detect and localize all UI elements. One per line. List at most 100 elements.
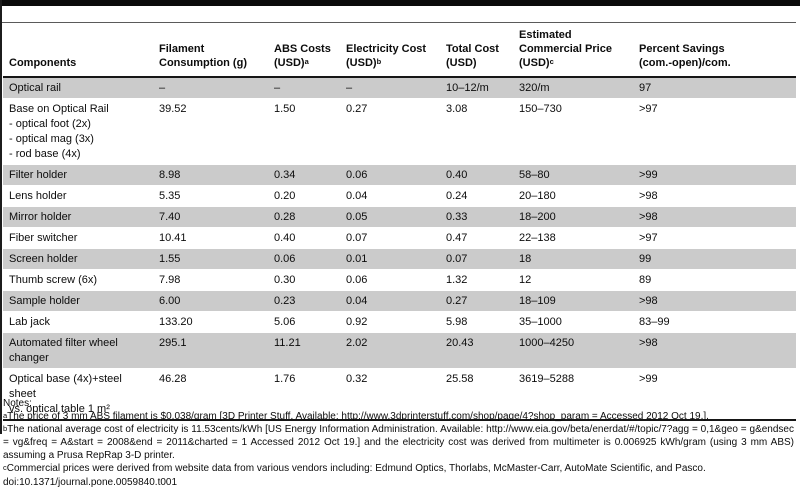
electricity-cell: 0.27 (346, 103, 368, 115)
electricity-cell: 0.92 (346, 316, 368, 328)
component-cell: Thumb screw (6x) (9, 274, 98, 286)
filament-cell: 133.20 (159, 316, 193, 328)
savings-cell: >98 (639, 190, 658, 202)
electricity-cell: – (346, 82, 353, 94)
table-row: Lens holder 5.35 0.20 0.04 0.24 20–180 >98 (3, 185, 796, 207)
filament-cell: 1.55 (159, 253, 181, 265)
total-cost-cell: 1.32 (446, 274, 468, 286)
filament-cell: 7.40 (159, 211, 181, 223)
filament-cell: 10.41 (159, 232, 187, 244)
component-cell: Lab jack (9, 316, 50, 328)
header-line: Filament (159, 43, 205, 55)
header-line: Components (9, 57, 77, 69)
total-cost-cell: 0.24 (446, 190, 468, 202)
component-cell: Screen holder (9, 253, 78, 265)
total-cost-cell: 0.40 (446, 169, 468, 181)
electricity-cell: 2.02 (346, 337, 368, 349)
footnote-b: bThe national average cost of electricit… (3, 423, 794, 462)
total-cost-cell: 0.07 (446, 253, 468, 265)
table-row: Sample holder 6.00 0.23 0.04 0.27 18–109 >98 (3, 290, 796, 312)
table-footnotes: Notes: aThe price of 3 mm ABS filament i… (3, 397, 794, 489)
savings-cell: 89 (639, 274, 652, 286)
total-cost-cell: 10–12/m (446, 82, 489, 94)
col-header-components: Components (3, 26, 153, 78)
savings-cell: 83–99 (639, 316, 670, 328)
table-row: Lab jack 133.20 5.06 0.92 5.98 35–1000 83–99 (3, 311, 796, 333)
footnote-marker-a: a (304, 57, 309, 66)
total-cost-cell: 0.27 (446, 295, 468, 307)
filament-cell: – (159, 82, 166, 94)
commercial-price-cell: 1000–4250 (519, 337, 575, 349)
footnote-marker-b: b (376, 57, 382, 66)
notes-label: Notes: (3, 398, 32, 409)
col-header-total-cost: Total Cost (USD) (440, 26, 513, 78)
commercial-price-cell: 35–1000 (519, 316, 562, 328)
component-cell: Sample holder (9, 295, 80, 307)
filament-cell: 295.1 (159, 337, 187, 349)
component-cell: Mirror holder (9, 211, 72, 223)
commercial-price-cell: 18 (519, 253, 532, 265)
abs-cost-cell: 1.76 (268, 368, 340, 421)
header-line: Total Cost (446, 43, 499, 55)
footnote-marker-c: c (549, 57, 554, 66)
filament-cell: 7.98 (159, 274, 181, 286)
savings-cell: >98 (639, 211, 658, 223)
commercial-price-cell: 18–109 (519, 295, 556, 307)
savings-cell: 97 (639, 82, 652, 94)
footnote-text: The national average cost of electricity… (3, 424, 794, 462)
commercial-price-cell: 18–200 (519, 211, 556, 223)
commercial-price-cell: 150–730 (519, 103, 562, 115)
abs-cost-cell: 0.40 (274, 232, 296, 244)
electricity-cell: 0.07 (346, 232, 368, 244)
footnote-c: cCommercial prices were derived from web… (3, 462, 794, 475)
component-cell: Filter holder (9, 169, 68, 181)
filament-cell: 5.35 (159, 190, 181, 202)
table-row: Filter holder 8.98 0.34 0.06 0.40 58–80 >99 (3, 164, 796, 186)
table-row: Mirror holder 7.40 0.28 0.05 0.33 18–200 >98 (3, 206, 796, 228)
header-line: Commercial Price (519, 43, 612, 55)
header-line: Estimated (519, 29, 572, 41)
header-line: Electricity Cost (346, 43, 427, 55)
electricity-cell: 0.06 (346, 274, 368, 286)
commercial-price-cell: 58–80 (519, 169, 550, 181)
commercial-price-cell: 320/m (519, 82, 550, 94)
savings-cell: >98 (639, 337, 658, 349)
table-header: Components Filament Consumption (g) ABS C… (3, 26, 796, 78)
abs-cost-cell: 11.21 (274, 337, 301, 349)
top-thin-rule (2, 22, 796, 23)
abs-cost-cell: 0.20 (274, 190, 296, 202)
abs-cost-cell: 0.30 (274, 274, 296, 286)
abs-cost-cell: 0.06 (274, 253, 296, 265)
table-row: Optical rail – – – 10–12/m 320/m 97 (3, 77, 796, 99)
table-row: Thumb screw (6x) 7.98 0.30 0.06 1.32 12 89 (3, 269, 796, 291)
top-black-bar (0, 0, 800, 6)
table-row: Automated filter wheel changer 295.1 11.21… (3, 332, 796, 369)
col-header-electricity-cost: Electricity Cost (USD)b (340, 26, 440, 78)
header-line: Percent Savings (639, 43, 725, 55)
header-line: (USD)b (346, 57, 382, 69)
savings-cell: >97 (639, 232, 658, 244)
electricity-cell: 0.06 (346, 169, 368, 181)
component-cell: Base on Optical Rail - optical foot (2x)… (9, 103, 109, 160)
savings-cell: >99 (639, 169, 658, 181)
table-row: Screen holder 1.55 0.06 0.01 0.07 18 99 (3, 248, 796, 270)
table-row: Base on Optical Rail - optical foot (2x)… (3, 98, 796, 165)
footnote-marker-c: c (3, 463, 7, 473)
abs-cost-cell: 0.34 (274, 169, 296, 181)
filament-cell: 39.52 (159, 103, 187, 115)
savings-cell: >98 (639, 295, 658, 307)
abs-cost-cell: – (274, 82, 281, 94)
component-cell: Optical rail (9, 82, 61, 94)
electricity-cell: 0.04 (346, 295, 368, 307)
component-cell: Lens holder (9, 190, 67, 202)
cost-comparison-table: Components Filament Consumption (g) ABS C… (3, 26, 796, 421)
header-line: Consumption (g) (159, 57, 247, 69)
header-line: (com.-open)/com. (639, 57, 731, 69)
filament-cell: 6.00 (159, 295, 181, 307)
col-header-abs-costs: ABS Costs (USD)a (268, 26, 340, 78)
electricity-cell: 0.32 (340, 368, 440, 421)
savings-cell: >99 (633, 368, 796, 421)
header-line: (USD)a (274, 57, 309, 69)
total-cost-cell: 5.98 (446, 316, 468, 328)
electricity-cell: 0.04 (346, 190, 368, 202)
